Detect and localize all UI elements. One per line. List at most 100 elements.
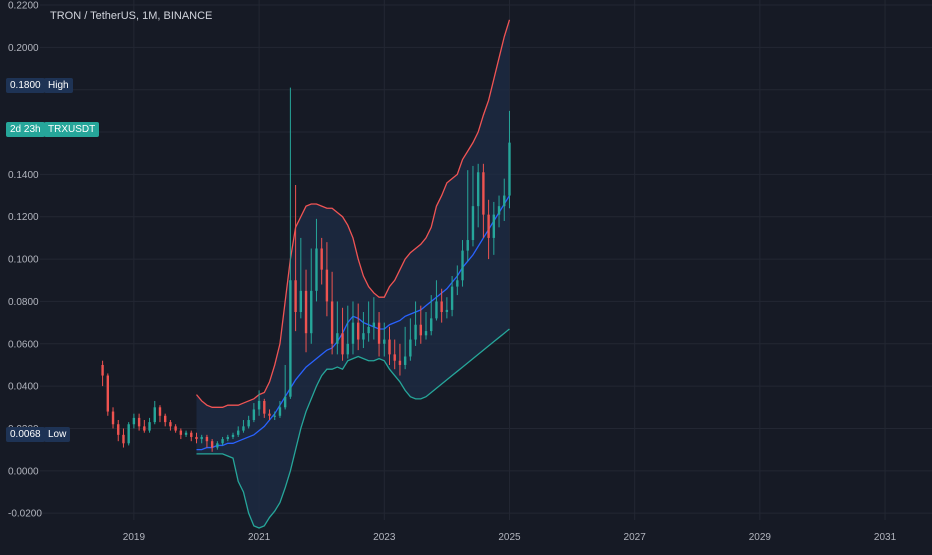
candle-body bbox=[278, 407, 282, 416]
countdown-tag: 2d 23h bbox=[6, 122, 45, 137]
candle bbox=[351, 301, 355, 355]
candle bbox=[200, 434, 203, 444]
candle bbox=[101, 360, 104, 387]
candle bbox=[122, 428, 125, 448]
candle-body bbox=[372, 322, 376, 327]
candle-body bbox=[393, 354, 396, 361]
candle-body bbox=[200, 436, 203, 440]
candle bbox=[190, 430, 193, 442]
upper-band-line bbox=[195, 19, 511, 408]
candle-body bbox=[252, 409, 256, 421]
candle bbox=[445, 297, 449, 319]
x-tick-label: 2027 bbox=[624, 532, 647, 543]
y-tick-label: 0.1400 bbox=[8, 170, 39, 181]
candle-body bbox=[508, 142, 511, 196]
candle-body bbox=[482, 172, 485, 215]
candle-body bbox=[263, 400, 266, 414]
candle bbox=[179, 428, 183, 440]
candle bbox=[310, 248, 313, 344]
candle bbox=[231, 432, 235, 440]
candle-body bbox=[440, 301, 443, 313]
candle bbox=[346, 305, 349, 359]
candle bbox=[252, 403, 256, 423]
candle bbox=[492, 201, 496, 255]
candle-body bbox=[190, 432, 193, 437]
candle-body bbox=[435, 301, 438, 319]
candle bbox=[409, 318, 412, 361]
candle-body bbox=[247, 420, 250, 427]
candle-body bbox=[111, 411, 115, 425]
candle bbox=[132, 413, 136, 429]
x-tick-label: 2031 bbox=[874, 532, 897, 543]
candle-body bbox=[169, 422, 172, 427]
candle-body bbox=[237, 430, 240, 435]
y-tick-label: 0.1200 bbox=[8, 212, 39, 223]
candle bbox=[482, 163, 485, 238]
candle-body bbox=[398, 360, 402, 365]
candle bbox=[210, 439, 214, 452]
candle-body bbox=[283, 396, 287, 408]
candle-body bbox=[148, 422, 151, 431]
candle-body bbox=[273, 415, 276, 417]
candle bbox=[398, 343, 402, 376]
candle-body bbox=[336, 333, 339, 344]
candle-body bbox=[179, 430, 183, 435]
candles bbox=[101, 87, 511, 452]
candle-body bbox=[367, 326, 370, 334]
candle-body bbox=[466, 240, 469, 251]
candle-body bbox=[346, 343, 349, 355]
candle bbox=[372, 297, 376, 340]
candle bbox=[497, 195, 501, 228]
time-axis: 2019 2021 2023 2025 2027 2029 2031 bbox=[123, 532, 897, 543]
candle bbox=[283, 364, 287, 410]
candle-body bbox=[461, 250, 464, 281]
candle-body bbox=[424, 331, 428, 336]
candle-body bbox=[143, 426, 146, 431]
candle bbox=[508, 110, 511, 209]
band-fill bbox=[196, 19, 510, 528]
candle bbox=[184, 430, 188, 437]
high-label-tag: High bbox=[44, 78, 73, 93]
candle-body bbox=[414, 324, 417, 340]
candle-body bbox=[362, 333, 365, 340]
candle-body bbox=[351, 322, 355, 344]
chart-title: TRON / TetherUS, 1M, BINANCE bbox=[50, 10, 213, 22]
candle bbox=[456, 265, 459, 296]
candle-body bbox=[409, 339, 412, 357]
candle-body bbox=[127, 424, 130, 444]
y-tick-label: -0.0200 bbox=[8, 509, 42, 520]
candle-body bbox=[341, 333, 344, 355]
candle bbox=[247, 415, 250, 429]
candle bbox=[216, 441, 219, 450]
candle bbox=[330, 271, 334, 355]
candle-body bbox=[325, 269, 329, 302]
candle bbox=[377, 312, 381, 357]
candle bbox=[430, 295, 433, 336]
candle bbox=[393, 339, 396, 370]
candle bbox=[158, 405, 162, 423]
symbol-tag: TRXUSDT bbox=[44, 122, 100, 137]
candle bbox=[117, 420, 120, 442]
candle bbox=[336, 301, 339, 355]
candle-body bbox=[356, 322, 360, 340]
candle bbox=[221, 436, 224, 446]
candle bbox=[148, 417, 151, 433]
candle bbox=[242, 420, 245, 433]
y-tick-label: 0.2200 bbox=[8, 1, 39, 12]
candle bbox=[195, 432, 198, 444]
candle-body bbox=[330, 301, 334, 344]
candle-body bbox=[122, 434, 125, 444]
candle bbox=[294, 184, 297, 332]
candle-body bbox=[117, 424, 120, 435]
candle bbox=[174, 424, 177, 433]
x-tick-label: 2029 bbox=[749, 532, 772, 543]
candle bbox=[503, 178, 506, 221]
candle-body bbox=[476, 172, 480, 207]
candle bbox=[268, 409, 271, 421]
candle bbox=[226, 434, 229, 442]
candle bbox=[450, 276, 454, 317]
candle bbox=[476, 163, 480, 228]
candle bbox=[471, 165, 475, 247]
